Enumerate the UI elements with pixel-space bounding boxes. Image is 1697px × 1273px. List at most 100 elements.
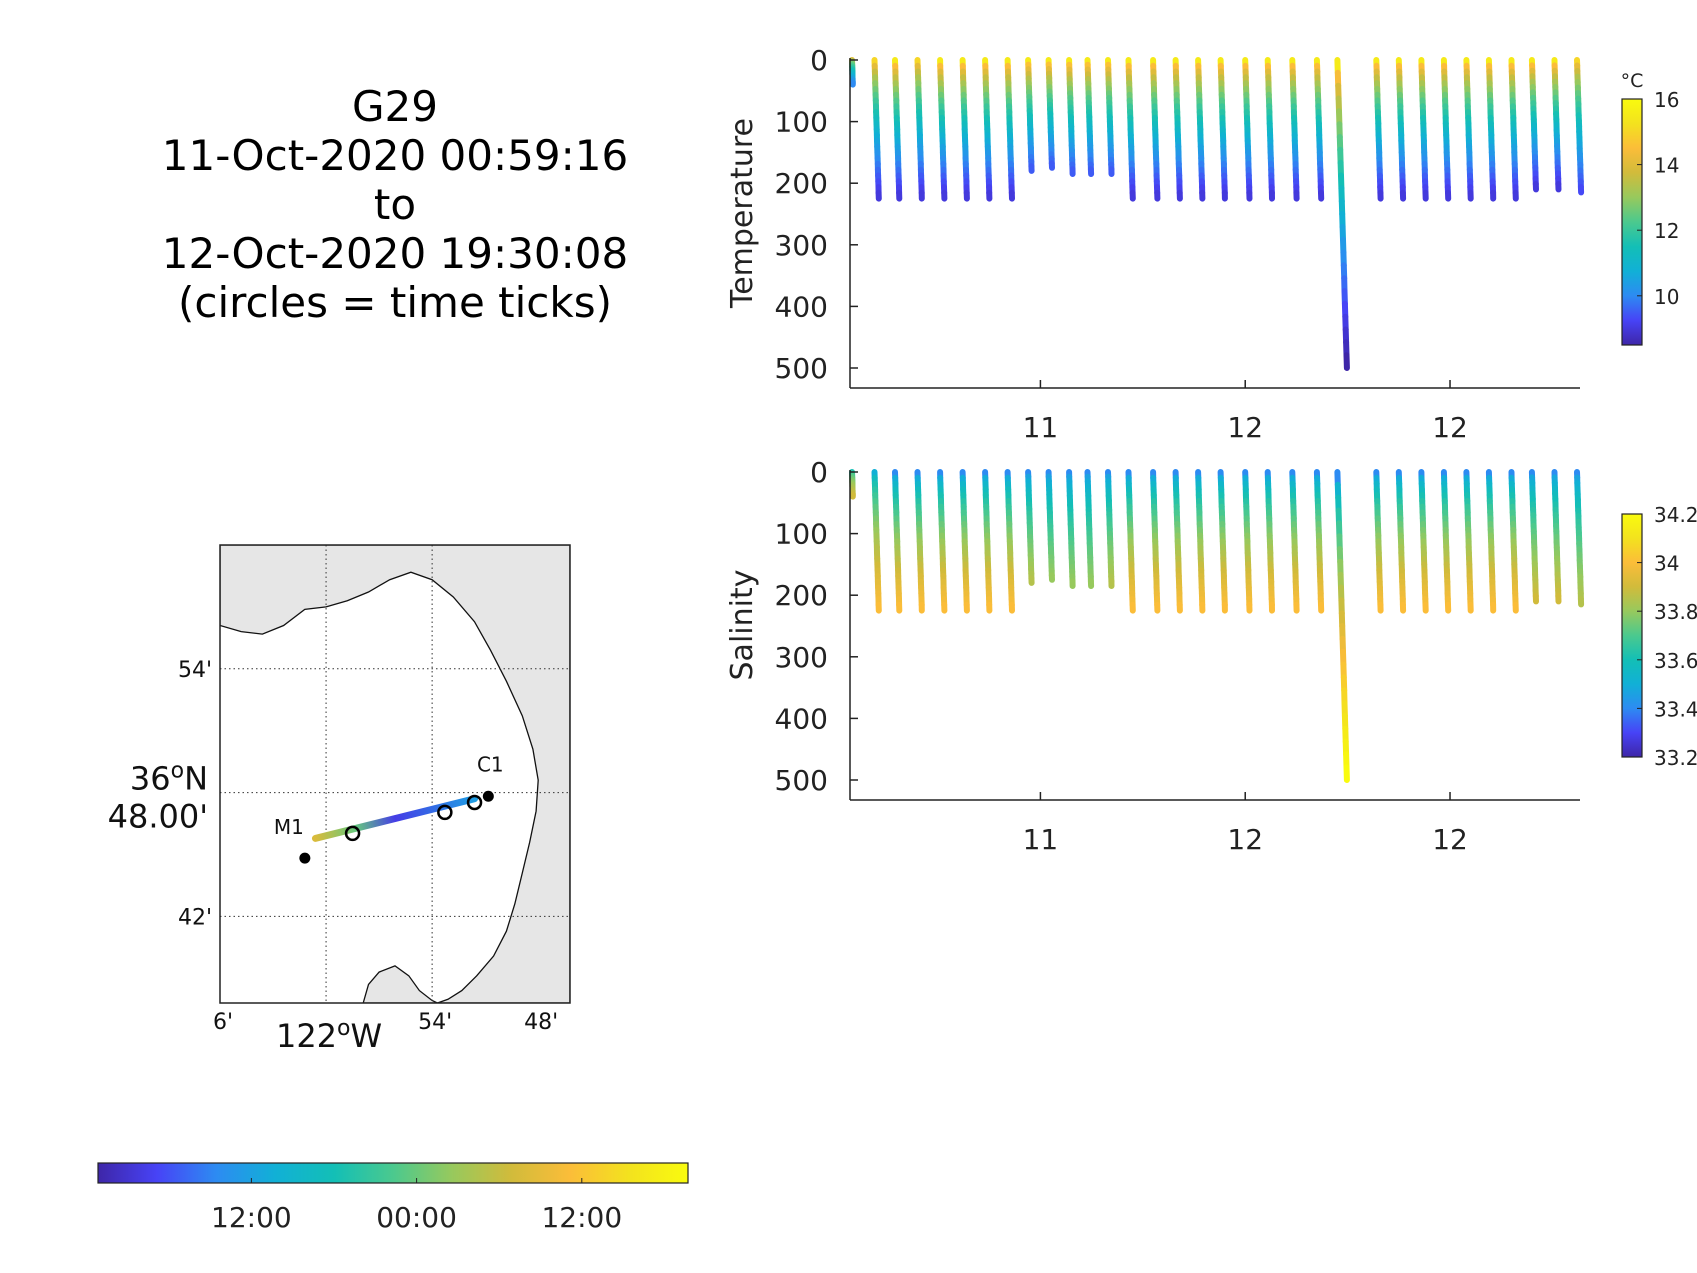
- y-axis-label: Salinity: [725, 570, 760, 681]
- profile-2: [892, 469, 903, 614]
- profile-19: [1264, 469, 1275, 614]
- profile-15: [1172, 57, 1183, 202]
- profile-20: [1289, 469, 1300, 614]
- y-tick-label: 400: [775, 290, 828, 323]
- lat-tick-label: 48.00': [108, 798, 208, 836]
- y-tick-label: 500: [775, 352, 828, 385]
- figure-title: G29 11-Oct-2020 00:59:16 to 12-Oct-2020 …: [120, 82, 670, 327]
- profile-8: [1025, 57, 1035, 174]
- time-tick-circle: [437, 804, 453, 821]
- x-tick-label: 11: [1023, 411, 1059, 444]
- x-tick-label: 12: [1227, 411, 1263, 444]
- title-line: 11-Oct-2020 00:59:16: [161, 131, 629, 180]
- map-frame: [219, 544, 571, 1004]
- y-tick-label: 500: [775, 764, 828, 797]
- profile-1: [871, 57, 882, 202]
- title-line: 12-Oct-2020 19:30:08: [161, 229, 629, 278]
- profile-10: [1066, 57, 1076, 177]
- y-tick-label: 100: [775, 518, 828, 551]
- profile-3: [914, 469, 925, 614]
- profile-3: [914, 57, 925, 202]
- profile-14: [1150, 469, 1161, 614]
- y-axis-label: Temperature: [725, 118, 760, 309]
- profile-1: [871, 469, 882, 614]
- profile-18: [1242, 469, 1253, 614]
- profile-32: [1574, 57, 1585, 196]
- time-tick-circle: [466, 794, 483, 811]
- profile-29: [1508, 469, 1519, 614]
- colorbar-tick-label: 34.2: [1654, 503, 1697, 527]
- profile-18: [1242, 57, 1253, 202]
- profile-24: [1395, 57, 1407, 202]
- profile-7: [1004, 469, 1015, 614]
- profile-9: [1045, 469, 1055, 583]
- x-tick-label: 12: [1432, 411, 1468, 444]
- profile-30: [1528, 469, 1539, 605]
- time-colorbar-bar: [97, 1162, 689, 1184]
- profile-7: [1004, 57, 1015, 202]
- peninsula: [362, 965, 438, 1003]
- colorbar-tick-label: 33.4: [1654, 697, 1697, 721]
- profile-4: [937, 469, 948, 614]
- profile-21: [1313, 57, 1325, 202]
- profile-26: [1440, 469, 1452, 614]
- profile-6: [982, 57, 993, 202]
- x-tick-label: 12: [1432, 823, 1468, 856]
- profile-23: [1373, 469, 1384, 614]
- profile-5: [959, 57, 970, 202]
- title-line: G29: [352, 82, 438, 131]
- profile-27: [1463, 57, 1474, 202]
- profile-27: [1463, 469, 1474, 614]
- lat-tick-label: 42': [178, 905, 212, 930]
- profile-28: [1485, 57, 1497, 202]
- y-tick-label: 200: [775, 167, 828, 200]
- y-tick-label: 300: [775, 229, 828, 262]
- profile-32: [1574, 469, 1585, 608]
- profile-4: [937, 57, 948, 202]
- profile-29: [1508, 57, 1519, 202]
- profile-16: [1195, 57, 1206, 202]
- lon-tick-label: 48': [524, 1010, 558, 1035]
- time-colorbar-tick-label: 12:00: [541, 1201, 622, 1234]
- title-line: to: [373, 180, 417, 229]
- profile-2: [892, 57, 903, 202]
- title-line: (circles = time ticks): [178, 278, 612, 327]
- profile-16: [1195, 469, 1206, 614]
- y-tick-label: 400: [775, 702, 828, 735]
- profile-19: [1264, 57, 1275, 202]
- colorbar: [1621, 98, 1643, 346]
- profile-17: [1217, 469, 1228, 614]
- profile-11: [1084, 57, 1095, 177]
- profile-9: [1045, 57, 1055, 171]
- profile-15: [1172, 469, 1183, 614]
- coastline: [220, 545, 570, 1003]
- profile-6: [982, 469, 993, 614]
- time-colorbar-tick-label: 00:00: [376, 1201, 457, 1234]
- y-tick-label: 0: [810, 44, 828, 77]
- profile-8: [1025, 469, 1035, 586]
- profile-22: [1334, 469, 1350, 783]
- profile-10: [1066, 469, 1076, 589]
- station-label: M1: [274, 815, 304, 839]
- profile-23: [1373, 57, 1384, 202]
- profile-17: [1217, 57, 1228, 202]
- colorbar-tick-label: 33.2: [1654, 746, 1697, 770]
- colorbar: [1621, 513, 1643, 758]
- time-colorbar-tick-label: 12:00: [211, 1201, 292, 1234]
- profile-21: [1313, 469, 1325, 614]
- station-marker: [299, 852, 311, 864]
- x-tick-label: 12: [1227, 823, 1263, 856]
- profile-25: [1418, 469, 1429, 614]
- time-tick-circle: [344, 825, 361, 842]
- profile-13: [1125, 57, 1136, 202]
- y-tick-label: 100: [775, 106, 828, 139]
- station-marker: [482, 790, 494, 802]
- lat-tick-label: 54': [178, 658, 212, 683]
- lon-tick-label: 6': [213, 1010, 233, 1035]
- profile-12: [1105, 469, 1115, 589]
- colorbar-tick-label: 10: [1654, 285, 1679, 309]
- profile-13: [1125, 469, 1136, 614]
- lat-tick-label: 36oN: [130, 759, 208, 798]
